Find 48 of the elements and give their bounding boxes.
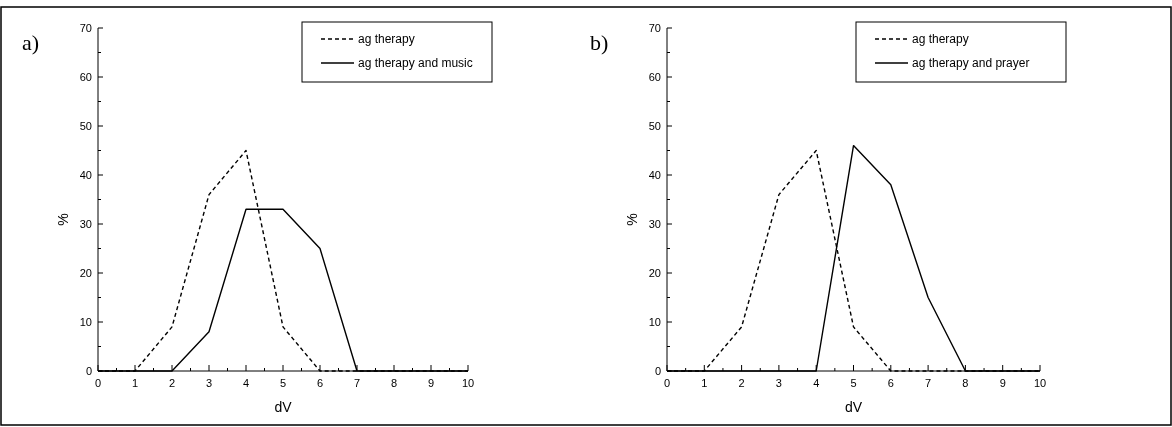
x-tick-label: 8 — [962, 377, 969, 389]
y-tick-label: 20 — [648, 266, 661, 279]
x-tick-label: 8 — [390, 377, 398, 389]
y-tick-label: 20 — [79, 266, 92, 279]
legend-label: ag therapy — [912, 32, 969, 47]
x-tick-label: 6 — [887, 377, 894, 389]
y-tick-label: 30 — [648, 217, 661, 230]
x-tick-label: 3 — [205, 377, 213, 389]
y-tick-label: 50 — [648, 119, 661, 132]
x-tick-label: 2 — [168, 377, 176, 389]
chart-title: a) — [22, 30, 40, 55]
x-tick-label: 0 — [663, 377, 671, 389]
x-tick-label: 7 — [925, 377, 932, 389]
x-tick-label: 5 — [279, 377, 287, 389]
x-tick-label: 2 — [738, 377, 745, 389]
y-tick-label: 30 — [79, 217, 92, 230]
x-tick-label: 4 — [813, 377, 820, 389]
x-axis-title: dV — [844, 399, 863, 415]
x-tick-label: 0 — [94, 377, 102, 389]
x-tick-label: 1 — [701, 377, 708, 389]
y-tick-label: 50 — [79, 119, 92, 132]
y-axis-title: % — [624, 213, 640, 226]
x-tick-label: 9 — [999, 377, 1006, 389]
y-tick-label: 10 — [79, 315, 92, 328]
legend-label: ag therapy and music — [358, 56, 473, 71]
y-tick-label: 40 — [79, 168, 92, 181]
x-tick-label: 7 — [353, 377, 361, 389]
x-tick-label: 10 — [461, 377, 475, 389]
y-tick-label: 60 — [79, 70, 92, 83]
x-tick-label: 1 — [131, 377, 139, 389]
x-tick-label: 4 — [242, 377, 250, 389]
x-tick-label: 5 — [850, 377, 857, 389]
x-tick-label: 3 — [775, 377, 782, 389]
y-axis-title: % — [55, 213, 71, 226]
x-axis-title: dV — [274, 399, 293, 415]
x-tick-label: 6 — [316, 377, 324, 389]
x-tick-label: 9 — [427, 377, 435, 389]
y-tick-label: 0 — [654, 364, 661, 377]
x-tick-label: 10 — [1033, 377, 1047, 389]
y-tick-label: 60 — [648, 70, 661, 83]
y-tick-label: 10 — [648, 315, 661, 328]
y-tick-label: 0 — [85, 364, 92, 377]
legend-label: ag therapy and prayer — [912, 56, 1030, 71]
chart-title: b) — [590, 30, 609, 55]
y-tick-label: 40 — [648, 168, 661, 181]
y-tick-label: 70 — [648, 21, 661, 34]
legend-label: ag therapy — [358, 32, 415, 47]
y-tick-label: 70 — [79, 21, 92, 34]
